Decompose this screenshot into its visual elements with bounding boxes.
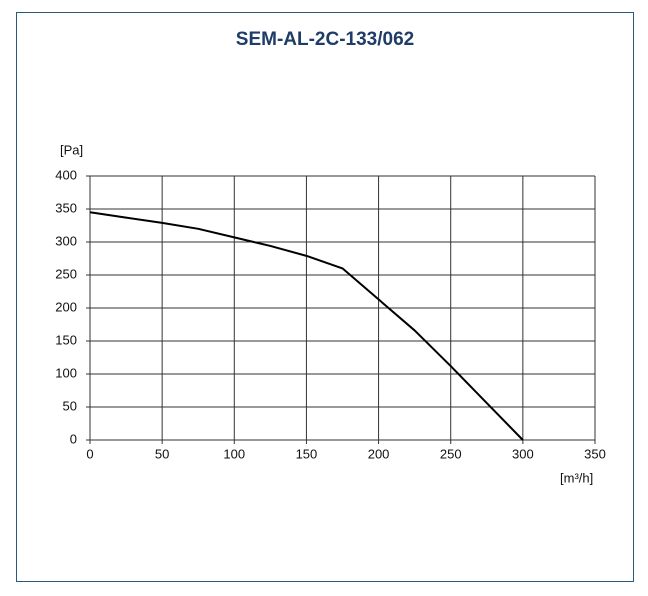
y-tick-label: 100: [55, 365, 77, 380]
x-tick-label: 100: [223, 446, 245, 461]
chart-title: SEM-AL-2C-133/062: [236, 29, 414, 50]
y-tick-label: 50: [63, 398, 77, 413]
y-tick-label: 200: [55, 299, 77, 314]
x-tick-label: 350: [584, 446, 606, 461]
x-axis-label: [m³/h]: [560, 470, 593, 485]
y-axis-label: [Pa]: [60, 142, 83, 157]
x-tick-label: 300: [512, 446, 534, 461]
x-tick-label: 250: [440, 446, 462, 461]
y-tick-label: 250: [55, 266, 77, 281]
y-tick-label: 400: [55, 167, 77, 182]
x-tick-label: 150: [296, 446, 318, 461]
y-tick-label: 350: [55, 200, 77, 215]
x-tick-label: 200: [368, 446, 390, 461]
x-tick-label: 0: [86, 446, 93, 461]
y-tick-label: 150: [55, 332, 77, 347]
y-tick-label: 0: [70, 431, 77, 446]
frame: [16, 12, 634, 582]
y-tick-label: 300: [55, 233, 77, 248]
x-tick-label: 50: [155, 446, 169, 461]
line: [89, 211, 524, 441]
